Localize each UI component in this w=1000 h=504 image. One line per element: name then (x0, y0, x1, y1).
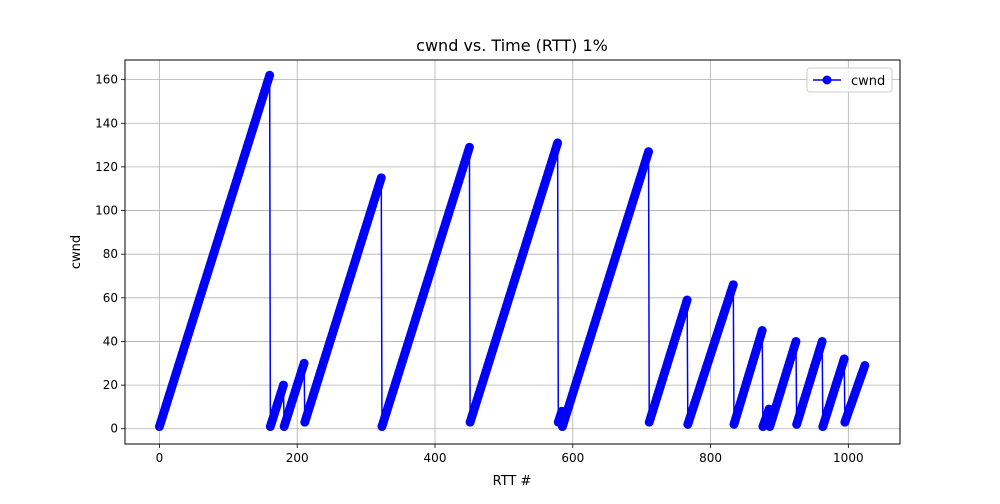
data-point (817, 336, 827, 346)
y-tick-label: 160 (95, 73, 118, 87)
y-tick-label: 140 (95, 116, 118, 130)
data-point (839, 354, 849, 364)
data-point (644, 147, 654, 157)
y-tick-label: 100 (95, 204, 118, 218)
y-tick-label: 80 (103, 247, 118, 261)
x-tick-label: 200 (286, 451, 309, 465)
y-tick-label: 40 (103, 334, 118, 348)
x-tick-label: 0 (156, 451, 164, 465)
y-tick-label: 60 (103, 291, 118, 305)
axes-frame (124, 59, 901, 445)
legend: cwnd (806, 67, 893, 93)
data-point (464, 142, 474, 152)
data-point (860, 360, 870, 370)
legend-box (806, 67, 893, 93)
data-point (376, 173, 386, 183)
y-tick-label: 20 (103, 378, 118, 392)
x-tick-label: 400 (424, 451, 447, 465)
chart-title: cwnd vs. Time (RTT) 1% (416, 36, 608, 55)
x-tick-label: 1000 (833, 451, 864, 465)
data-point (278, 380, 288, 390)
data-point (682, 295, 692, 305)
legend-label-cwnd: cwnd (851, 74, 885, 89)
x-tick-label: 600 (561, 451, 584, 465)
data-point (757, 326, 767, 336)
x-axis-label: RTT # (493, 474, 532, 489)
data-point (791, 336, 801, 346)
data-point (265, 70, 275, 80)
data-point (728, 280, 738, 290)
legend-marker (822, 75, 832, 85)
y-tick-label: 120 (95, 160, 118, 174)
ticks: 0 200 400 600 800 1000 0 20 40 60 80 100 120 140 160 (95, 73, 864, 465)
y-tick-label: 0 (110, 422, 118, 436)
x-tick-label: 800 (699, 451, 722, 465)
data-point (299, 358, 309, 368)
y-axis-label: cwnd (69, 235, 84, 269)
plot-area (154, 70, 870, 432)
data-point (553, 138, 563, 148)
